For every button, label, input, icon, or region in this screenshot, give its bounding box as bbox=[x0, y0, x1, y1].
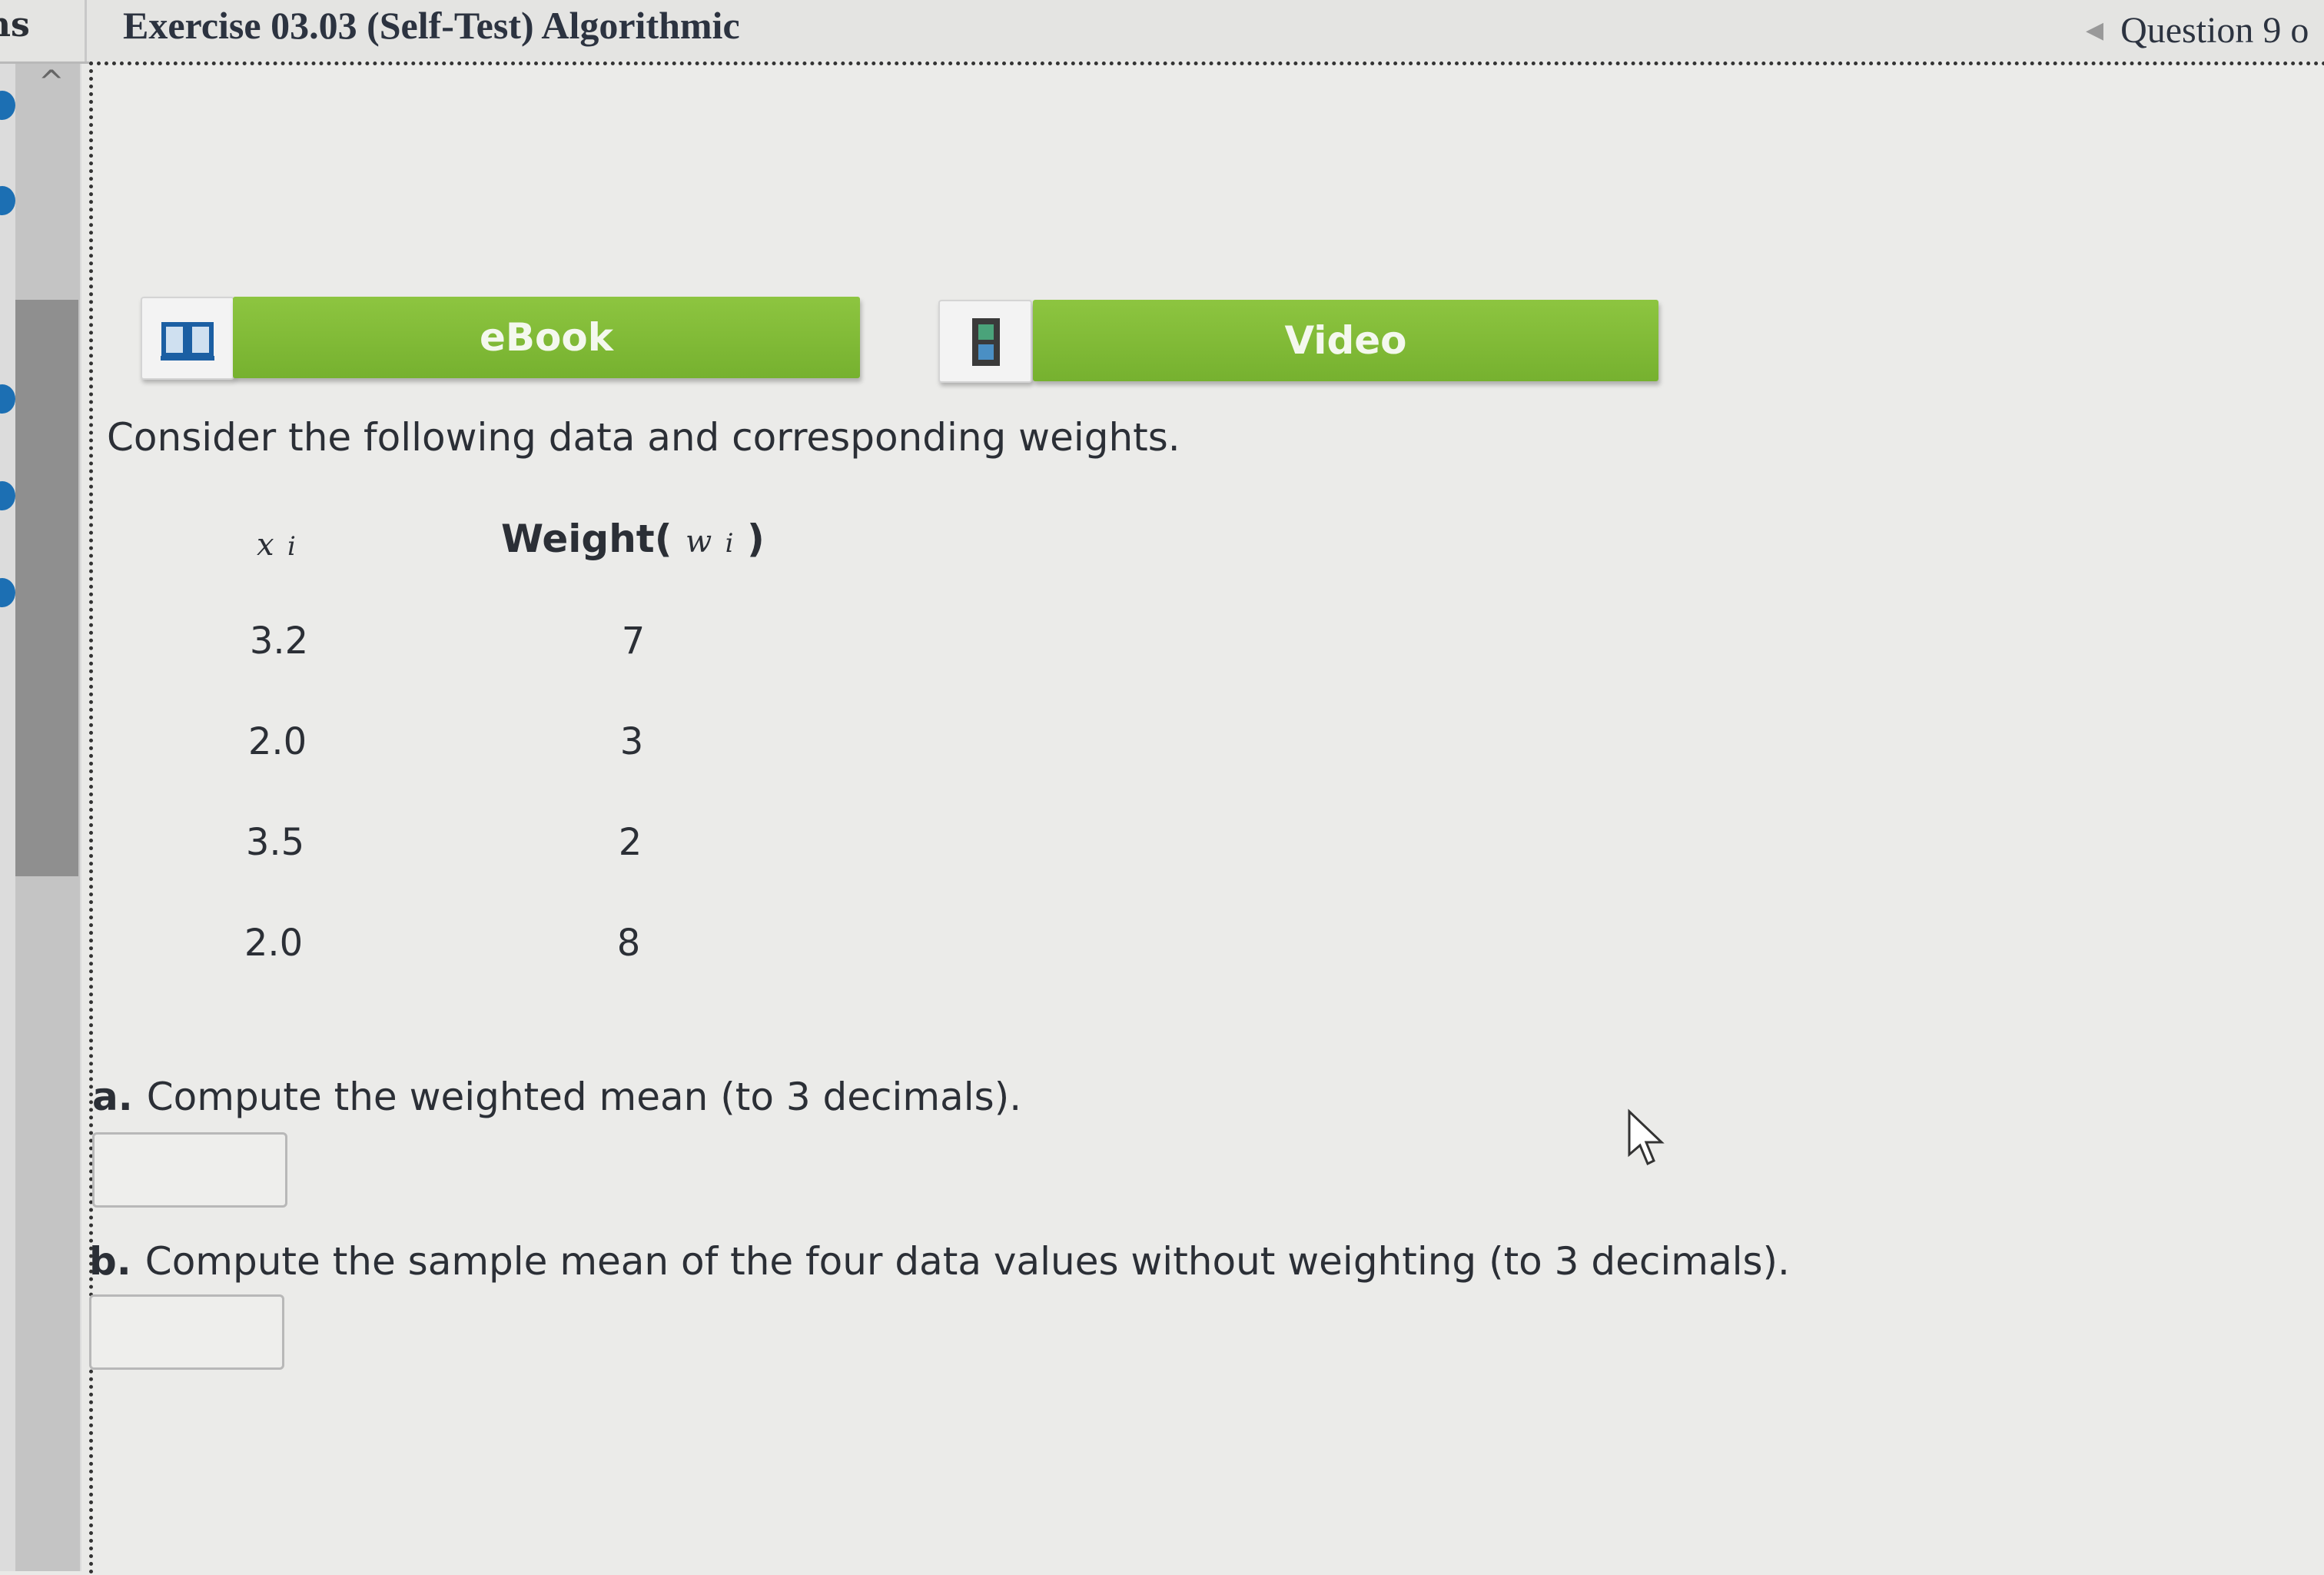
table-cell-x: 2.0 bbox=[247, 720, 307, 763]
problem-intro: Consider the following data and correspo… bbox=[107, 415, 1180, 460]
table-cell-weight: 2 bbox=[618, 821, 642, 864]
question-nav-label: Question 9 o bbox=[2120, 10, 2309, 51]
video-button[interactable]: Video bbox=[1033, 300, 1658, 381]
video-icon-box[interactable] bbox=[938, 300, 1032, 383]
header-left-fragment: ns bbox=[0, 0, 87, 61]
column-header-x: x i bbox=[257, 527, 296, 563]
question-panel bbox=[89, 61, 2324, 1575]
question-status-dot[interactable] bbox=[0, 186, 15, 215]
table-cell-weight: 3 bbox=[619, 720, 644, 763]
table-cell-x: 3.2 bbox=[249, 620, 309, 663]
part-a-question: a. Compute the weighted mean (to 3 decima… bbox=[92, 1075, 1022, 1119]
column-header-weight: Weight( w i ) bbox=[501, 517, 765, 561]
question-nav[interactable]: ◀ Question 9 o bbox=[2086, 9, 2309, 52]
table-cell-x: 2.0 bbox=[244, 922, 304, 965]
question-status-dot[interactable] bbox=[0, 481, 15, 510]
ebook-icon-box[interactable] bbox=[141, 297, 234, 380]
table-cell-weight: 7 bbox=[621, 620, 646, 663]
page-title: Exercise 03.03 (Self-Test) Algorithmic bbox=[123, 4, 740, 47]
part-b-answer-input[interactable] bbox=[89, 1294, 284, 1370]
question-status-dot[interactable] bbox=[0, 91, 15, 120]
question-status-dot[interactable] bbox=[0, 384, 15, 414]
part-a-answer-input[interactable] bbox=[92, 1132, 287, 1208]
scroll-up-chevron-icon[interactable]: ^ bbox=[38, 65, 65, 100]
book-icon bbox=[161, 322, 214, 361]
scrollbar-thumb[interactable] bbox=[15, 300, 78, 876]
ebook-button[interactable]: eBook bbox=[233, 297, 860, 378]
part-b-question: b. Compute the sample mean of the four da… bbox=[89, 1239, 1790, 1284]
film-icon bbox=[972, 318, 1000, 366]
table-cell-weight: 8 bbox=[616, 922, 641, 965]
mouse-cursor-icon bbox=[1628, 1108, 1665, 1166]
table-cell-x: 3.5 bbox=[245, 821, 305, 864]
question-status-dot[interactable] bbox=[0, 578, 15, 607]
prev-arrow-icon[interactable]: ◀ bbox=[2086, 18, 2104, 43]
